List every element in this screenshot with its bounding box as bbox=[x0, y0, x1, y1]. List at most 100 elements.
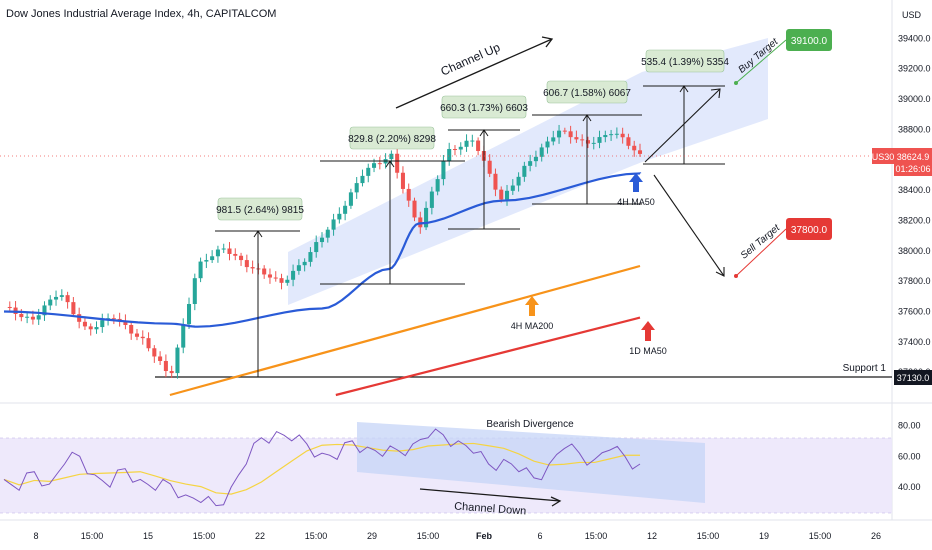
candle-35[interactable] bbox=[204, 253, 209, 269]
candle-29[interactable] bbox=[169, 365, 174, 378]
candle-9[interactable] bbox=[54, 290, 59, 306]
candle-88[interactable] bbox=[510, 179, 515, 195]
candle-48[interactable] bbox=[279, 273, 284, 290]
candle-37[interactable] bbox=[215, 245, 220, 263]
candle-62[interactable] bbox=[360, 169, 365, 187]
candle-108[interactable] bbox=[626, 133, 631, 150]
candle-102[interactable] bbox=[591, 136, 596, 150]
candle-61[interactable] bbox=[354, 177, 359, 199]
candle-26[interactable] bbox=[152, 345, 157, 363]
candle-49[interactable] bbox=[285, 275, 290, 286]
candle-57[interactable] bbox=[331, 213, 336, 236]
candle-22[interactable] bbox=[129, 321, 134, 340]
candle-96[interactable] bbox=[557, 124, 562, 144]
ma200-4h-marker[interactable] bbox=[525, 296, 539, 316]
candle-53[interactable] bbox=[308, 247, 313, 267]
candle-28[interactable] bbox=[163, 354, 168, 378]
candle-74[interactable] bbox=[429, 186, 434, 215]
price-axis[interactable] bbox=[892, 0, 932, 550]
candle-78[interactable] bbox=[452, 145, 458, 156]
ma50-1d-marker[interactable] bbox=[641, 321, 655, 341]
sell-target-line[interactable] bbox=[735, 228, 787, 277]
candle-24[interactable] bbox=[140, 330, 145, 345]
buy-target-point[interactable] bbox=[734, 81, 738, 85]
rsi-ma-line[interactable] bbox=[3, 442, 640, 495]
candle-107[interactable] bbox=[620, 127, 625, 144]
measure-3[interactable]: 660.3 (1.73%) 6603 bbox=[440, 95, 528, 230]
candle-87[interactable] bbox=[504, 184, 510, 206]
candle-47[interactable] bbox=[273, 271, 278, 282]
ma50-1d-line[interactable] bbox=[335, 316, 641, 397]
candle-56[interactable] bbox=[325, 226, 330, 243]
candle-99[interactable] bbox=[574, 130, 579, 143]
candle-42[interactable] bbox=[244, 254, 249, 273]
candle-103[interactable] bbox=[597, 130, 602, 149]
candle-32[interactable] bbox=[186, 297, 192, 329]
candle-38[interactable] bbox=[221, 243, 226, 254]
sell-target-point[interactable] bbox=[734, 274, 738, 278]
candle-41[interactable] bbox=[239, 252, 244, 266]
candle-15[interactable] bbox=[88, 323, 93, 336]
candle-77[interactable] bbox=[447, 142, 452, 166]
channel-down-arrow[interactable] bbox=[419, 488, 562, 507]
candle-51[interactable] bbox=[296, 259, 301, 275]
candle-7[interactable] bbox=[42, 301, 47, 321]
candle-52[interactable] bbox=[302, 258, 307, 272]
candle-65[interactable] bbox=[377, 156, 382, 170]
candle-23[interactable] bbox=[134, 328, 140, 341]
candle-75[interactable] bbox=[435, 175, 440, 196]
candle-63[interactable] bbox=[366, 163, 371, 183]
sell-target-box[interactable] bbox=[786, 218, 832, 240]
candle-94[interactable] bbox=[545, 136, 550, 154]
buy-target-box[interactable] bbox=[786, 29, 832, 51]
candle-109[interactable] bbox=[632, 140, 637, 157]
candle-81[interactable] bbox=[470, 134, 475, 147]
candle-97[interactable] bbox=[562, 127, 567, 135]
sell-projection-arrow[interactable] bbox=[653, 174, 725, 277]
candle-10[interactable] bbox=[59, 289, 64, 301]
candle-16[interactable] bbox=[94, 321, 99, 334]
candle-55[interactable] bbox=[319, 232, 325, 248]
candle-84[interactable] bbox=[487, 154, 492, 178]
candle-70[interactable] bbox=[406, 183, 411, 207]
candle-43[interactable] bbox=[250, 260, 255, 274]
time-axis[interactable]: 8 15:00 15 15:00 22 15:00 29 15:00 Feb 6 15:00 12 15… bbox=[33, 531, 881, 541]
measure-5[interactable]: 535.4 (1.39%) 5354 bbox=[641, 49, 729, 165]
candle-59[interactable] bbox=[343, 200, 348, 221]
candle-27[interactable] bbox=[158, 351, 163, 365]
candle-39[interactable] bbox=[227, 242, 232, 261]
candle-50[interactable] bbox=[291, 264, 296, 287]
candle-105[interactable] bbox=[609, 129, 614, 141]
candle-73[interactable] bbox=[424, 201, 429, 231]
candle-13[interactable] bbox=[77, 307, 82, 329]
candle-34[interactable] bbox=[198, 257, 203, 283]
candle-33[interactable] bbox=[192, 273, 197, 311]
candle-91[interactable] bbox=[528, 154, 533, 172]
candle-95[interactable] bbox=[551, 130, 556, 146]
candle-82[interactable] bbox=[476, 137, 481, 156]
candle-85[interactable] bbox=[493, 168, 498, 197]
measure-2[interactable]: 829.8 (2.20%) 8298 bbox=[320, 126, 465, 285]
candle-89[interactable] bbox=[516, 172, 521, 192]
candle-93[interactable] bbox=[539, 143, 544, 162]
candle-104[interactable] bbox=[603, 130, 608, 143]
candle-106[interactable] bbox=[614, 127, 619, 139]
bearish-divergence-area[interactable] bbox=[357, 422, 705, 503]
candle-67[interactable] bbox=[389, 150, 394, 165]
rsi-line[interactable] bbox=[3, 428, 641, 507]
candle-76[interactable] bbox=[441, 154, 446, 186]
candle-69[interactable] bbox=[400, 166, 405, 194]
candle-6[interactable] bbox=[36, 308, 41, 325]
candle-17[interactable] bbox=[100, 313, 105, 333]
candle-1[interactable] bbox=[7, 301, 12, 311]
candle-100[interactable] bbox=[580, 134, 585, 147]
measure-4[interactable]: 606.7 (1.58%) 6067 bbox=[532, 80, 642, 205]
candle-4[interactable] bbox=[25, 313, 30, 324]
candle-12[interactable] bbox=[71, 297, 76, 317]
ma200-4h-line[interactable] bbox=[169, 264, 641, 397]
measure-1[interactable]: 981.5 (2.64%) 9815 bbox=[215, 197, 304, 377]
candle-68[interactable] bbox=[395, 148, 400, 179]
candle-36[interactable] bbox=[210, 250, 215, 264]
candle-101[interactable] bbox=[585, 136, 590, 149]
